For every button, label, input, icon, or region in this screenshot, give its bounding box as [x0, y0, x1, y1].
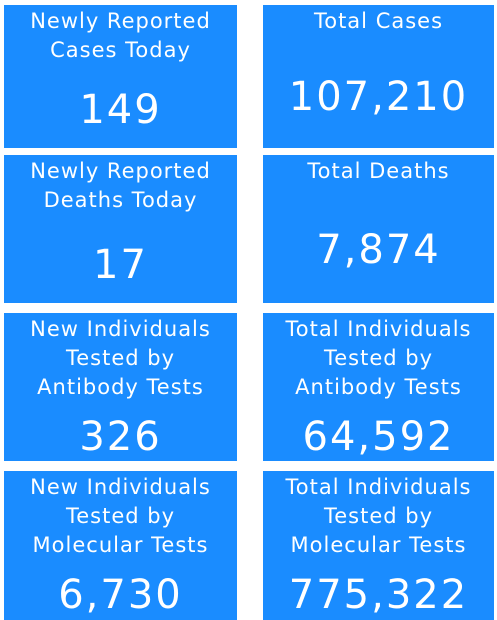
stat-label: Molecular Tests [32, 533, 209, 557]
stat-label: Total Deaths [307, 159, 450, 183]
stat-value: 6,730 [58, 572, 183, 618]
stat-label: Total Cases [313, 9, 444, 33]
stat-label: Total Individuals [285, 317, 472, 341]
stat-label: Tested by [323, 504, 434, 528]
stat-value: 326 [79, 414, 162, 460]
stat-label: Tested by [65, 504, 176, 528]
stat-value: 775,322 [288, 572, 469, 618]
stat-label: Newly Reported [30, 9, 211, 33]
stat-tile: Total Individuals Tested by Antibody Tests… [263, 313, 494, 461]
stat-tile: New Individuals Tested by Molecular Tests 6… [4, 471, 237, 620]
stat-label: Cases Today [50, 38, 191, 62]
stat-label: Molecular Tests [290, 533, 467, 557]
stat-tile: Total Individuals Tested by Molecular Test… [263, 471, 494, 620]
stat-label: Antibody Tests [295, 375, 462, 399]
stat-label: Deaths Today [43, 188, 198, 212]
stat-tile: Total Cases 107,210 [263, 5, 494, 148]
stat-value: 107,210 [288, 74, 469, 120]
stat-tile: New Individuals Tested by Antibody Tests 32… [4, 313, 237, 461]
stat-value: 149 [79, 87, 162, 133]
stat-tile: Total Deaths 7,874 [263, 155, 494, 303]
stat-label: Total Individuals [285, 475, 472, 499]
stat-value: 64,592 [302, 414, 455, 460]
stat-tile: Newly Reported Deaths Today 17 [4, 155, 237, 303]
stat-tile: Newly Reported Cases Today 149 [4, 5, 237, 148]
stat-label: New Individuals [30, 317, 211, 341]
stat-label: Tested by [65, 346, 176, 370]
stat-label: Antibody Tests [37, 375, 204, 399]
stat-value: 7,874 [316, 227, 441, 273]
stat-label: Newly Reported [30, 159, 211, 183]
stat-label: Tested by [323, 346, 434, 370]
stat-value: 17 [93, 242, 148, 288]
stat-label: New Individuals [30, 475, 211, 499]
